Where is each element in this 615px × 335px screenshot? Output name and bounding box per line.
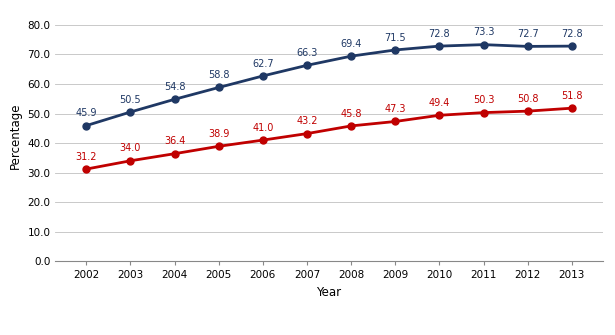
Text: 36.4: 36.4 bbox=[164, 136, 185, 146]
Community bbox=[215, 85, 223, 89]
Text: 72.8: 72.8 bbox=[561, 29, 582, 39]
Community bbox=[568, 44, 576, 48]
Text: 31.2: 31.2 bbox=[76, 152, 97, 162]
PAC bbox=[568, 106, 576, 110]
PAC bbox=[303, 132, 311, 136]
Community bbox=[171, 97, 178, 101]
Community bbox=[347, 54, 355, 58]
Text: 34.0: 34.0 bbox=[120, 143, 141, 153]
PAC bbox=[259, 138, 266, 142]
Text: 50.3: 50.3 bbox=[473, 95, 494, 105]
Text: 66.3: 66.3 bbox=[296, 48, 317, 58]
PAC bbox=[82, 167, 90, 171]
PAC bbox=[435, 113, 443, 117]
PAC bbox=[480, 111, 487, 115]
Text: 50.5: 50.5 bbox=[119, 95, 141, 105]
PAC bbox=[215, 144, 223, 148]
X-axis label: Year: Year bbox=[317, 286, 341, 299]
Text: 71.5: 71.5 bbox=[384, 32, 406, 43]
Text: 73.3: 73.3 bbox=[473, 27, 494, 37]
Community bbox=[259, 74, 266, 78]
Text: 41.0: 41.0 bbox=[252, 123, 274, 133]
Community bbox=[392, 48, 399, 52]
Text: 38.9: 38.9 bbox=[208, 129, 229, 139]
PAC bbox=[392, 120, 399, 124]
PAC bbox=[171, 152, 178, 156]
Y-axis label: Percentage: Percentage bbox=[9, 103, 22, 169]
Community bbox=[127, 110, 134, 114]
Text: 51.8: 51.8 bbox=[561, 91, 582, 101]
Text: 47.3: 47.3 bbox=[384, 104, 406, 114]
Text: 69.4: 69.4 bbox=[341, 39, 362, 49]
Text: 45.8: 45.8 bbox=[340, 109, 362, 119]
PAC bbox=[127, 159, 134, 163]
Text: 49.4: 49.4 bbox=[429, 98, 450, 108]
Text: 54.8: 54.8 bbox=[164, 82, 185, 92]
Text: 50.8: 50.8 bbox=[517, 94, 538, 104]
PAC bbox=[524, 109, 531, 113]
Line: Community: Community bbox=[83, 41, 575, 129]
Text: 72.7: 72.7 bbox=[517, 29, 539, 39]
Text: 45.9: 45.9 bbox=[76, 108, 97, 118]
Community bbox=[524, 45, 531, 49]
Community bbox=[82, 124, 90, 128]
Community bbox=[480, 43, 487, 47]
Community bbox=[303, 63, 311, 67]
Text: 62.7: 62.7 bbox=[252, 59, 274, 69]
PAC bbox=[347, 124, 355, 128]
Text: 58.8: 58.8 bbox=[208, 70, 229, 80]
Text: 72.8: 72.8 bbox=[429, 29, 450, 39]
Line: PAC: PAC bbox=[83, 105, 575, 173]
Community bbox=[435, 44, 443, 48]
Text: 43.2: 43.2 bbox=[296, 116, 318, 126]
